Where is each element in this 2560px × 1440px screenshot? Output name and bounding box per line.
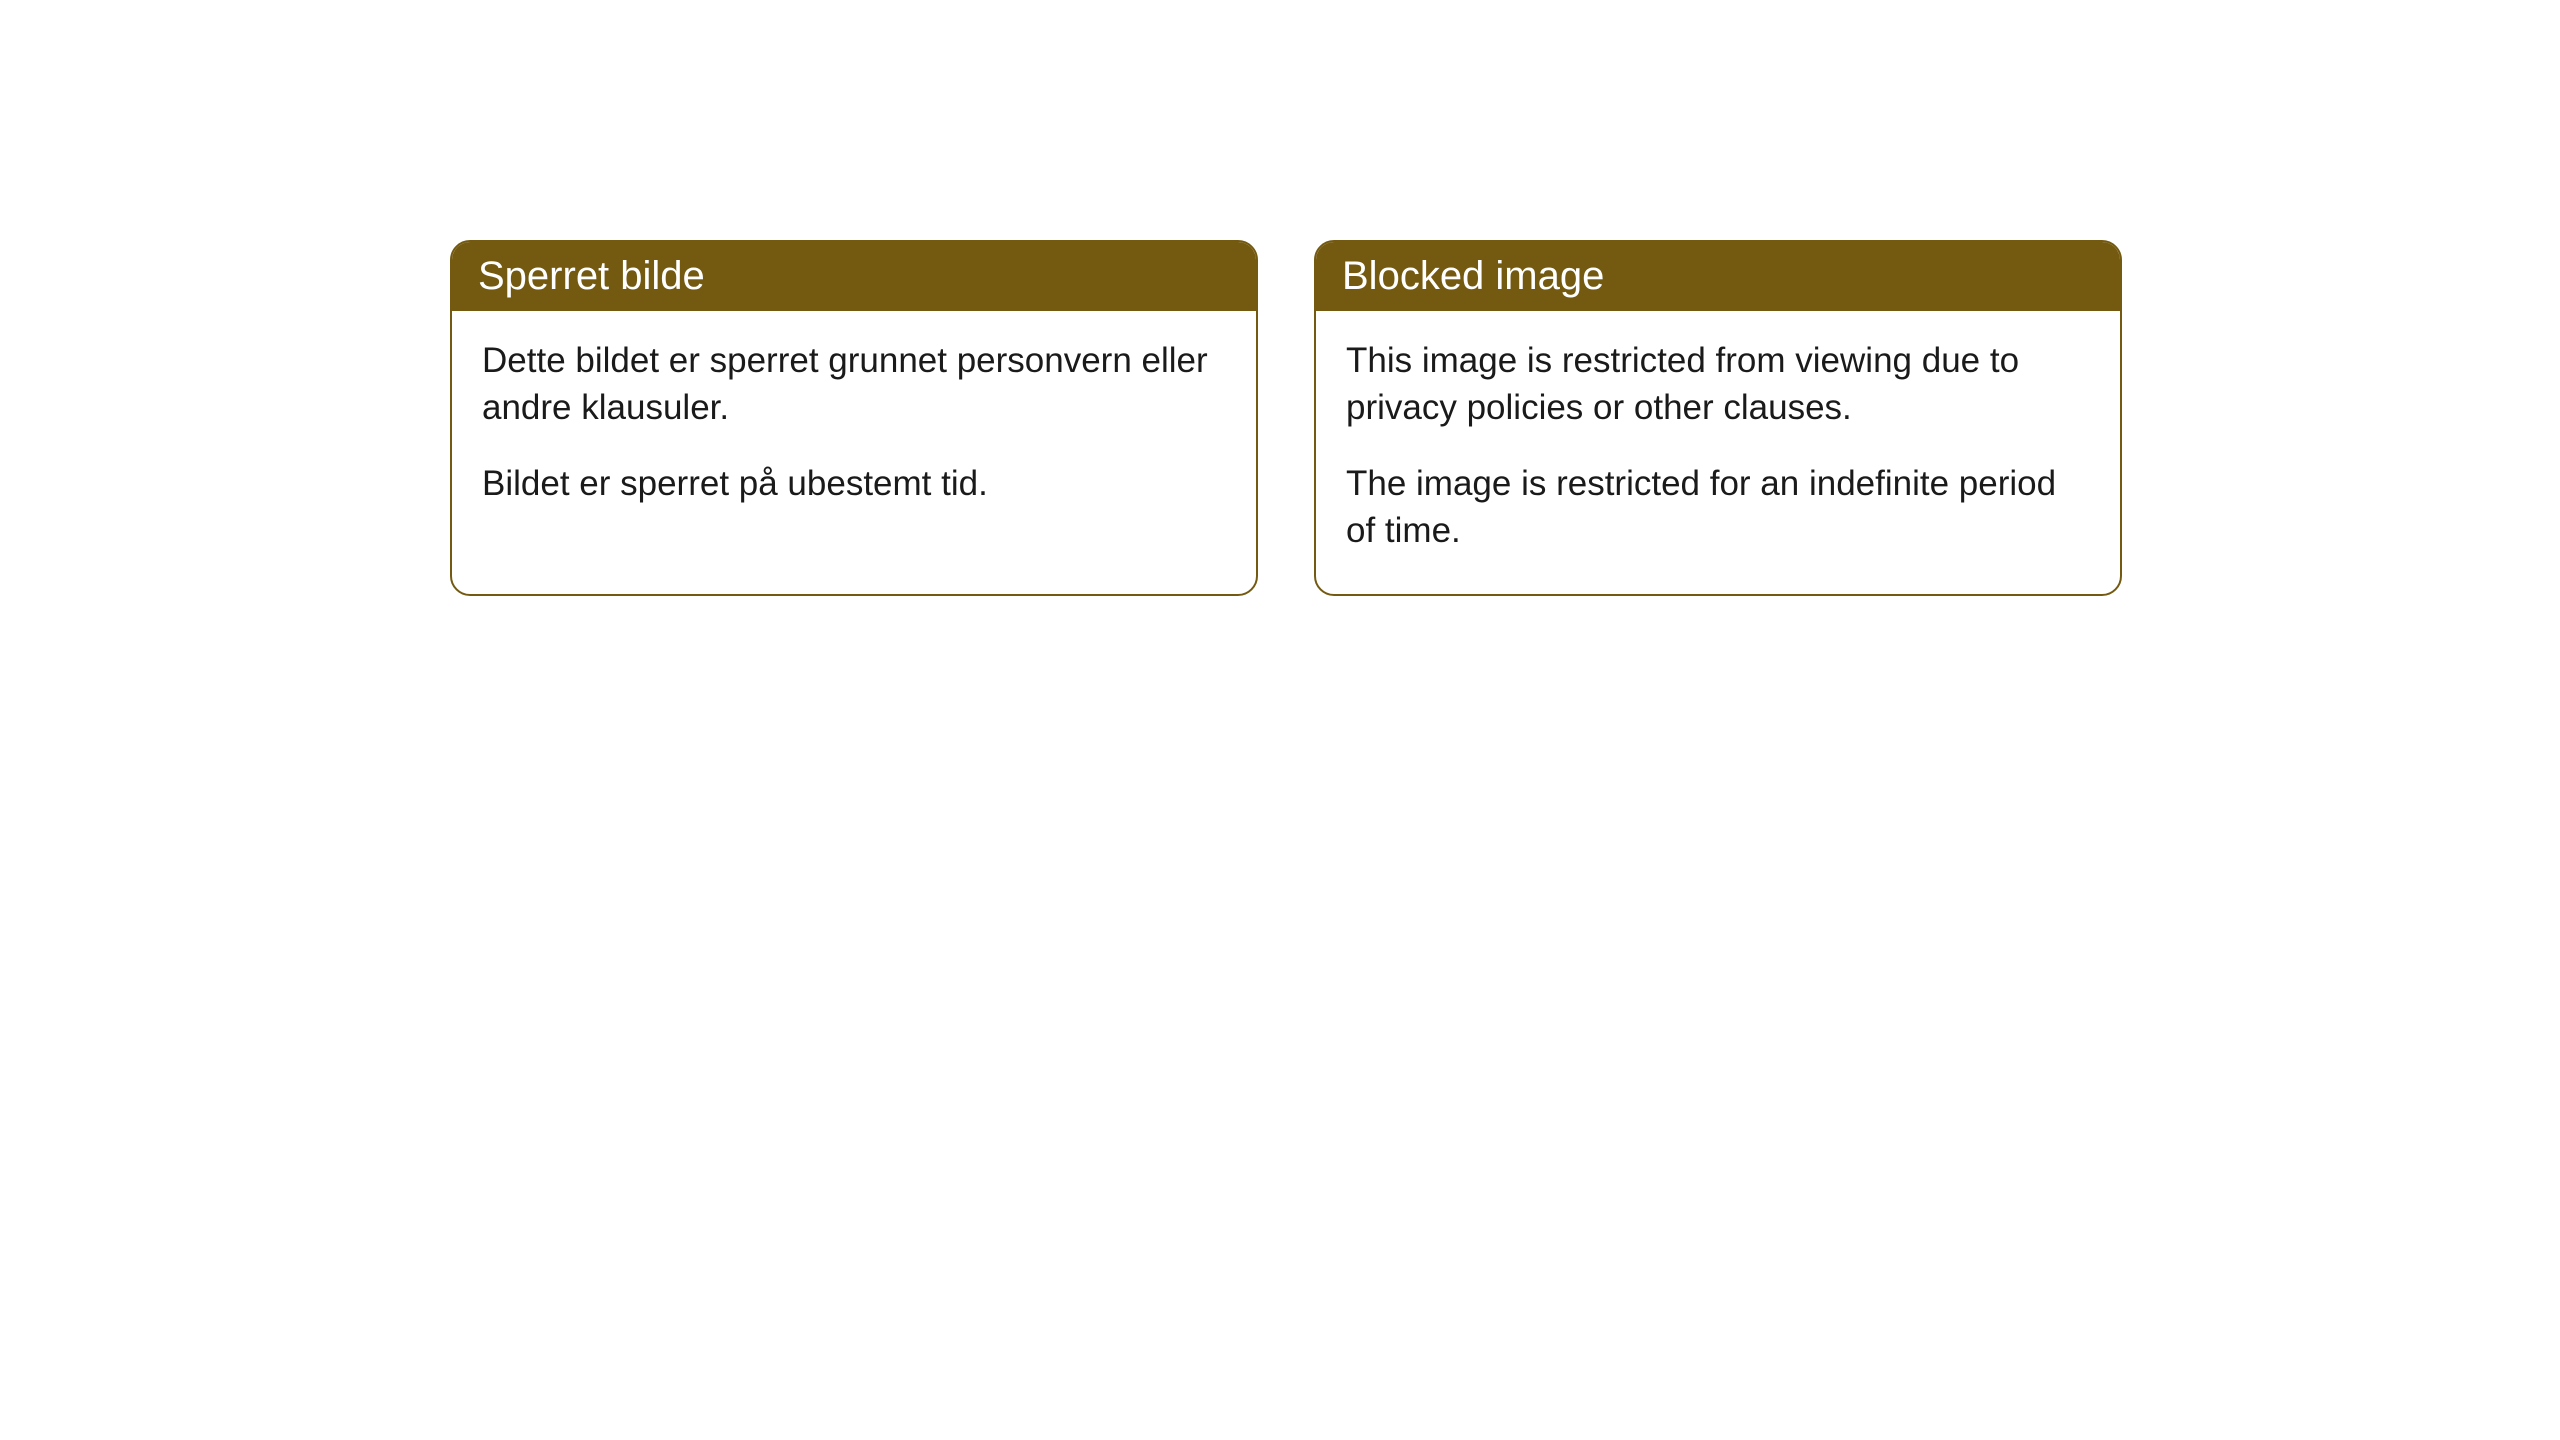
- blocked-image-card-norwegian: Sperret bilde Dette bildet er sperret gr…: [450, 240, 1258, 596]
- card-paragraph-1: Dette bildet er sperret grunnet personve…: [482, 337, 1226, 432]
- card-title: Sperret bilde: [478, 254, 705, 298]
- card-header-english: Blocked image: [1316, 242, 2120, 311]
- card-paragraph-1: This image is restricted from viewing du…: [1346, 337, 2090, 432]
- card-title: Blocked image: [1342, 254, 1604, 298]
- card-body-english: This image is restricted from viewing du…: [1316, 311, 2120, 594]
- notice-cards-container: Sperret bilde Dette bildet er sperret gr…: [450, 240, 2560, 596]
- card-paragraph-2: Bildet er sperret på ubestemt tid.: [482, 460, 1226, 507]
- card-body-norwegian: Dette bildet er sperret grunnet personve…: [452, 311, 1256, 547]
- card-paragraph-2: The image is restricted for an indefinit…: [1346, 460, 2090, 555]
- card-header-norwegian: Sperret bilde: [452, 242, 1256, 311]
- blocked-image-card-english: Blocked image This image is restricted f…: [1314, 240, 2122, 596]
